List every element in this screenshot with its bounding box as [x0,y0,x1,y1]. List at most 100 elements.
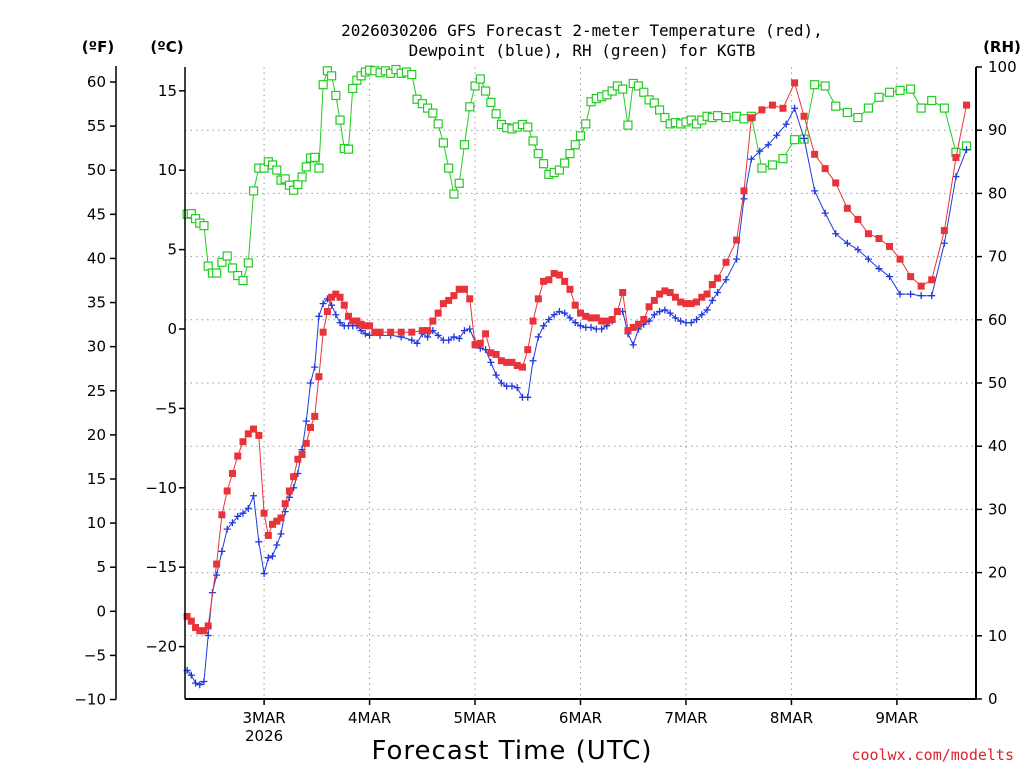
temperature-point [294,455,302,463]
rh-tick-label: 40 [988,437,1007,455]
rh-point [407,69,417,80]
fahrenheit-tick-label: 45 [87,205,106,223]
rh-point [810,80,820,90]
temperature-point [571,301,579,309]
temperature-point [340,301,348,309]
rh-point [491,109,501,119]
temperature-point [361,322,369,330]
rh-tick-label: 70 [988,248,1007,266]
rh-point [272,165,282,175]
temperature-point [645,303,653,311]
dewpoint-point [218,547,226,555]
temperature-point [439,300,447,308]
temperature-point [285,487,293,495]
rh-point [335,115,345,125]
temperature-point [349,317,357,325]
temperature-point [682,300,690,308]
dewpoint-point [315,312,323,320]
temperature-point [747,114,755,122]
temperature-point [693,298,701,306]
rh-point [326,71,337,81]
celsius-tick-label: 10 [158,161,177,179]
temperature-point [466,295,474,303]
rh-point [906,84,916,94]
rh-point [533,148,543,159]
rh-point [831,101,841,111]
dewpoint-point [357,327,365,335]
temperature-point [260,509,268,517]
rh-point [789,135,800,145]
temperature-point [740,187,748,195]
dewpoint-point [524,393,532,401]
temperature-point [487,349,495,357]
temperature-point [397,328,405,336]
rh-point [528,136,538,146]
rh-point [428,108,438,118]
temperature-point [213,560,221,568]
series-layer [182,64,972,689]
dewpoint-point [666,309,674,317]
dewpoint-point [747,155,755,163]
temperature-point [917,282,925,290]
x-tick-sublabel: 2026 [245,727,283,745]
dewpoint-point [319,300,327,308]
temperature-point [811,150,819,158]
rh-point [523,122,533,132]
temperature-point [555,271,563,279]
temperature-point [928,276,936,284]
dewpoint-point [540,322,548,330]
dewpoint-point [864,255,872,263]
temperature-point [875,234,883,242]
temperature-point [518,363,526,371]
dewpoint-point [513,384,521,392]
celsius-tick-label: −10 [145,479,177,497]
dewpoint-point [200,678,208,686]
temperature-point [277,514,285,522]
celsius-tick-label: −20 [145,638,177,656]
temperature-point [298,450,306,458]
temperature-point [264,531,272,539]
temperature-point [482,330,490,338]
temperature-point [513,362,521,370]
temperature-point [323,308,331,316]
dewpoint-point [722,276,730,284]
temperature-point [952,154,960,162]
fahrenheit-tick-label: 5 [96,558,106,576]
rh-point [853,112,863,123]
rh-point [874,92,884,102]
rh-point [607,86,617,96]
dewpoint-point [250,492,258,500]
temperature-point [635,320,643,328]
rh-point [884,87,895,97]
temperature-point [677,298,685,306]
temperature-point [534,295,542,303]
dewpoint-point [492,371,500,379]
dewpoint-point [693,315,701,323]
axes-layer [110,65,982,705]
rh-point [465,102,475,112]
dewpoint-point [302,417,310,425]
dewpoint-point [234,512,242,520]
rh-point [842,107,852,118]
temperature-point [624,327,632,335]
dewpoint-point [545,315,553,323]
temperature-point [561,277,569,285]
rh-tick-label: 60 [988,311,1007,329]
fahrenheit-unit-label: (ºF) [82,38,114,56]
rh-point [575,131,586,141]
dewpoint-series [183,104,971,689]
celsius-unit-label: (ºC) [150,38,183,56]
dewpoint-point [671,314,679,322]
dewpoint-point [529,357,537,365]
fahrenheit-tick-label: −10 [74,691,106,709]
temperature-point [640,315,648,323]
temperature-point [336,293,344,301]
rh-point [470,81,480,91]
dewpoint-point [811,187,819,195]
dewpoint-point [714,288,722,296]
temperature-point [445,296,453,304]
temperature-point [598,317,606,325]
fahrenheit-tick-label: 15 [87,470,106,488]
dewpoint-point [561,309,569,317]
dewpoint-point [460,327,468,335]
